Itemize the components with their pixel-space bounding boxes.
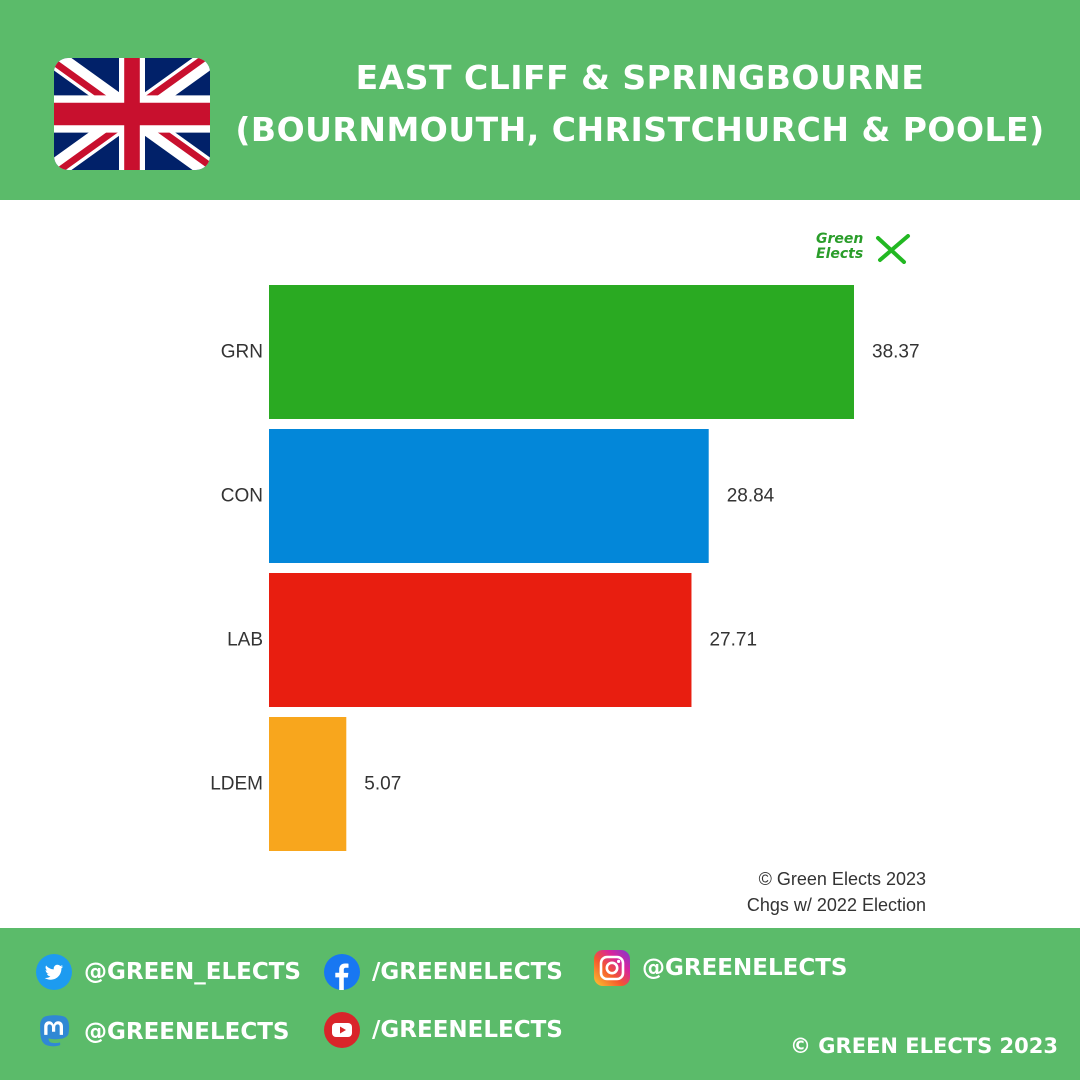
instagram-link[interactable]: @GREENELECTS xyxy=(594,950,847,986)
category-label-ldem: LDEM xyxy=(210,774,263,795)
bar-ldem xyxy=(269,717,347,851)
youtube-icon xyxy=(324,1012,360,1048)
value-label-con: 28.84 xyxy=(727,486,775,507)
header: EAST CLIFF & SPRINGBOURNE (BOURNMOUTH, C… xyxy=(0,0,1080,200)
instagram-icon xyxy=(594,950,630,986)
chart-credits: © Green Elects 2023 Chgs w/ 2022 Electio… xyxy=(747,866,926,918)
credit-line-2: Chgs w/ 2022 Election xyxy=(746,895,926,915)
bar-lab xyxy=(269,573,692,707)
facebook-link[interactable]: /GREENELECTS xyxy=(324,954,563,990)
value-label-grn: 38.37 xyxy=(872,342,920,363)
twitter-handle: @GREEN_ELECTS xyxy=(84,959,301,985)
category-label-grn: GRN xyxy=(221,342,263,363)
green-elects-logo: Green Elects xyxy=(816,230,916,270)
value-label-ldem: 5.07 xyxy=(364,774,401,795)
instagram-handle: @GREENELECTS xyxy=(642,955,848,981)
logo-line-1: Green xyxy=(816,231,864,247)
bar-chart: GRN 38.37 CON 28.84 LAB 27.71 LDEM 5.07 xyxy=(210,285,920,851)
footer: @GREEN_ELECTS /GREENELECTS @GREENELECTS xyxy=(0,928,1080,1080)
facebook-handle: /GREENELECTS xyxy=(372,959,563,985)
twitter-link[interactable]: @GREEN_ELECTS xyxy=(36,954,301,990)
youtube-link[interactable]: /GREENELECTS xyxy=(324,1012,563,1048)
cross-mark-icon xyxy=(876,234,910,264)
facebook-icon xyxy=(324,954,360,990)
uk-flag-icon xyxy=(54,58,210,170)
bar-grn xyxy=(269,285,854,419)
twitter-icon xyxy=(36,954,72,990)
mastodon-icon xyxy=(40,1015,70,1047)
bar-con xyxy=(269,429,709,563)
title-line-2: (BOURNMOUTH, CHRISTCHURCH & POOLE) xyxy=(235,110,1045,149)
credit-line-1: © Green Elects 2023 xyxy=(758,869,926,889)
category-label-con: CON xyxy=(221,486,263,507)
title-line-1: EAST CLIFF & SPRINGBOURNE xyxy=(355,58,925,97)
category-label-lab: LAB xyxy=(227,630,263,651)
value-label-lab: 27.71 xyxy=(709,630,757,651)
mastodon-link[interactable]: @GREENELECTS xyxy=(36,1014,289,1050)
mastodon-handle: @GREENELECTS xyxy=(84,1019,290,1045)
footer-copyright: © GREEN ELECTS 2023 xyxy=(790,1034,1058,1058)
logo-line-2: Elects xyxy=(816,246,864,262)
page-title: EAST CLIFF & SPRINGBOURNE (BOURNMOUTH, C… xyxy=(230,52,1050,156)
chart-panel: GRN 38.37 CON 28.84 LAB 27.71 LDEM 5.07 Green E… xyxy=(0,200,1080,928)
youtube-handle: /GREENELECTS xyxy=(372,1017,563,1043)
